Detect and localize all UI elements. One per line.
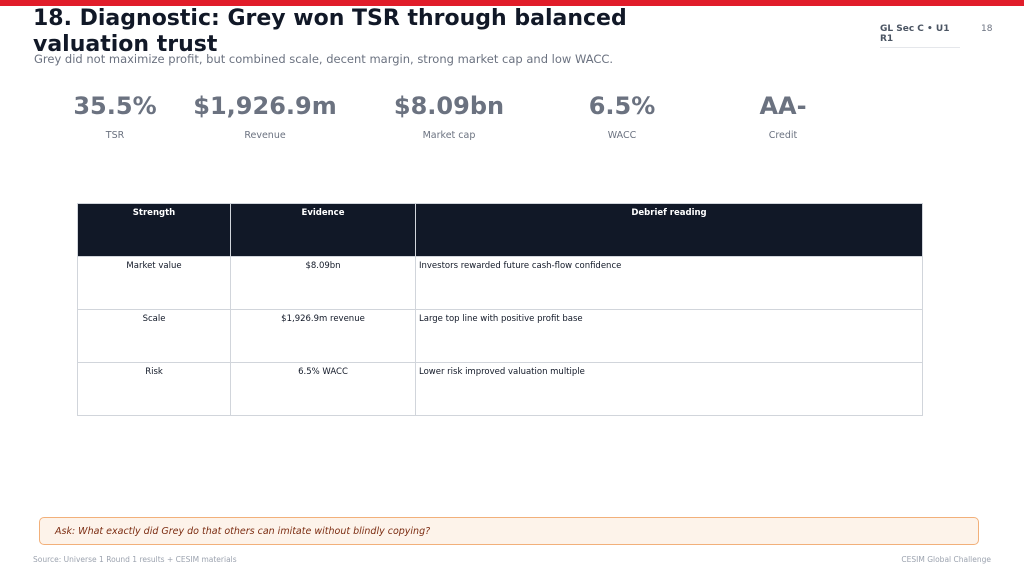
kpi-value: $1,926.9m <box>193 92 337 120</box>
table-cell-strength: Scale <box>77 309 231 363</box>
column-header-evidence: Evidence <box>230 203 416 257</box>
kpi-tsr: 35.5% TSR <box>35 90 195 141</box>
kpi-value: 6.5% <box>588 92 656 120</box>
column-header-debrief-reading: Debrief reading <box>415 203 923 257</box>
kpi-label: Credit <box>768 130 798 141</box>
brand-label: CESIM Global Challenge <box>901 555 991 564</box>
kpi-label: WACC <box>607 130 637 141</box>
kpi-value: 35.5% <box>73 92 157 120</box>
kpi-label: Market cap <box>422 130 476 141</box>
page-number: 18 <box>981 24 993 34</box>
source-note: Source: Universe 1 Round 1 results + CES… <box>33 555 237 564</box>
table-cell-debrief: Lower risk improved valuation multiple <box>415 362 923 416</box>
table-cell-evidence: $1,926.9m revenue <box>230 309 416 363</box>
column-header-strength: Strength <box>77 203 231 257</box>
kpi-credit: AA- Credit <box>703 90 863 141</box>
table-row: Scale $1,926.9m revenue Large top line w… <box>77 309 923 363</box>
table-cell-debrief: Large top line with positive profit base <box>415 309 923 363</box>
page-subtitle: Grey did not maximize profit, but combin… <box>34 52 614 66</box>
table-header-row: Strength Evidence Debrief reading <box>77 203 923 257</box>
table-cell-evidence: 6.5% WACC <box>230 362 416 416</box>
table-cell-debrief: Investors rewarded future cash-flow conf… <box>415 256 923 310</box>
kpi-label: Revenue <box>244 130 286 141</box>
top-accent-bar <box>0 0 1024 6</box>
evidence-table: Strength Evidence Debrief reading Market… <box>77 203 923 416</box>
kpi-market-cap: $8.09bn Market cap <box>369 90 529 141</box>
table-row: Market value $8.09bn Investors rewarded … <box>77 256 923 310</box>
kpi-value: $8.09bn <box>393 92 505 120</box>
table-cell-evidence: $8.09bn <box>230 256 416 310</box>
kpi-revenue: $1,926.9m Revenue <box>185 90 345 141</box>
table-cell-strength: Market value <box>77 256 231 310</box>
kpi-label: TSR <box>105 130 125 141</box>
table-cell-strength: Risk <box>77 362 231 416</box>
kpi-value: AA- <box>759 92 807 120</box>
table-row: Risk 6.5% WACC Lower risk improved valua… <box>77 362 923 416</box>
kpi-wacc: 6.5% WACC <box>542 90 702 141</box>
course-tag: GL Sec C • U1 R1 <box>880 24 960 48</box>
ask-prompt: Ask: What exactly did Grey do that other… <box>55 526 431 537</box>
page-title: 18. Diagnostic: Grey won TSR through bal… <box>33 6 627 57</box>
ask-callout: Ask: What exactly did Grey do that other… <box>39 517 979 545</box>
